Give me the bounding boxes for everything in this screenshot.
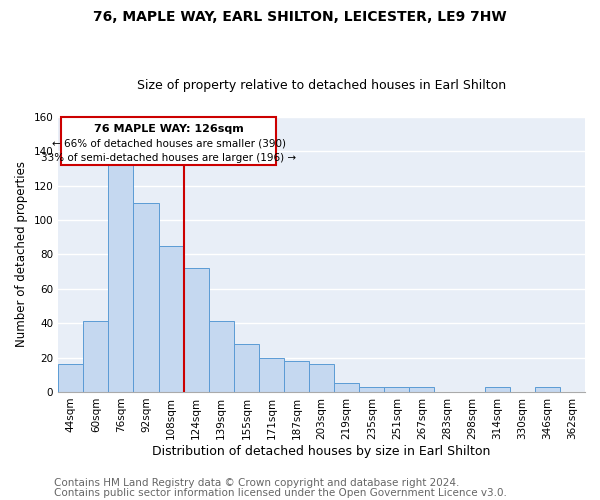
Bar <box>309 364 334 392</box>
Text: Contains public sector information licensed under the Open Government Licence v3: Contains public sector information licen… <box>54 488 507 498</box>
Y-axis label: Number of detached properties: Number of detached properties <box>15 162 28 348</box>
Bar <box>58 364 83 392</box>
Text: 76 MAPLE WAY: 126sqm: 76 MAPLE WAY: 126sqm <box>94 124 244 134</box>
FancyBboxPatch shape <box>61 117 277 165</box>
Bar <box>409 387 434 392</box>
X-axis label: Distribution of detached houses by size in Earl Shilton: Distribution of detached houses by size … <box>152 444 491 458</box>
Bar <box>535 387 560 392</box>
Text: Contains HM Land Registry data © Crown copyright and database right 2024.: Contains HM Land Registry data © Crown c… <box>54 478 460 488</box>
Text: ← 66% of detached houses are smaller (390): ← 66% of detached houses are smaller (39… <box>52 138 286 148</box>
Bar <box>284 361 309 392</box>
Bar <box>133 203 158 392</box>
Text: 76, MAPLE WAY, EARL SHILTON, LEICESTER, LE9 7HW: 76, MAPLE WAY, EARL SHILTON, LEICESTER, … <box>93 10 507 24</box>
Bar <box>158 246 184 392</box>
Bar <box>209 322 234 392</box>
Bar <box>259 358 284 392</box>
Bar <box>385 387 409 392</box>
Bar <box>334 384 359 392</box>
Bar <box>234 344 259 392</box>
Bar <box>359 387 385 392</box>
Bar <box>83 322 109 392</box>
Bar <box>485 387 510 392</box>
Text: 33% of semi-detached houses are larger (196) →: 33% of semi-detached houses are larger (… <box>41 153 296 163</box>
Bar <box>109 162 133 392</box>
Title: Size of property relative to detached houses in Earl Shilton: Size of property relative to detached ho… <box>137 79 506 92</box>
Bar <box>184 268 209 392</box>
